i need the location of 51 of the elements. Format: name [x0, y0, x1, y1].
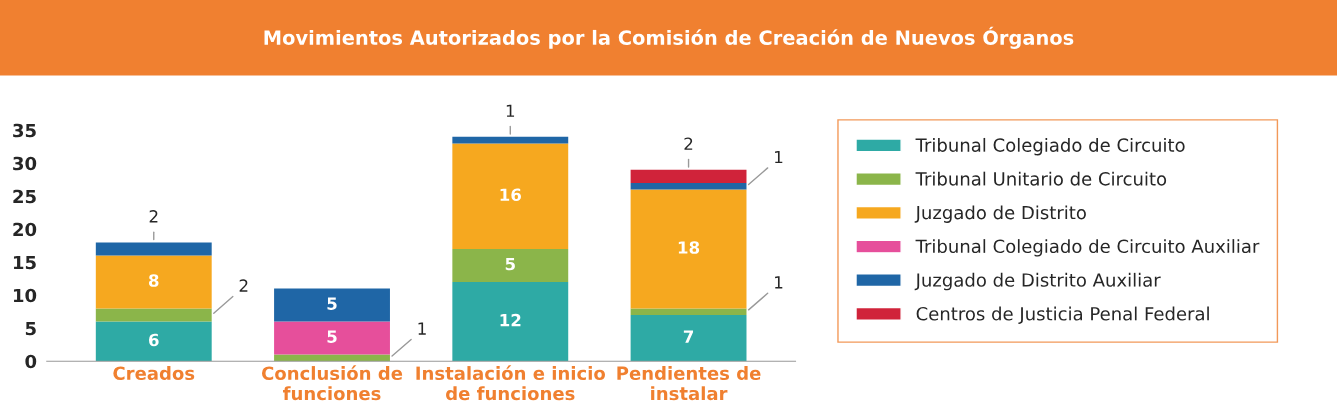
data-label: 2 [149, 210, 158, 223]
data-label: 8 [148, 274, 159, 287]
y-tick-label: 15 [13, 255, 36, 270]
x-tick-label: Pendientes de instalar [617, 366, 761, 401]
y-tick-label: 25 [13, 189, 36, 204]
data-label: 5 [327, 297, 337, 310]
data-label: 2 [684, 137, 693, 150]
bar [95, 321, 212, 362]
y-tick-label: 20 [13, 222, 37, 237]
data-label: 1 [418, 322, 426, 335]
bar [95, 242, 212, 256]
bar [630, 183, 747, 190]
bar [630, 189, 747, 309]
bar [95, 308, 212, 322]
data-label: 18 [678, 241, 700, 254]
data-label: 1 [775, 276, 783, 289]
y-tick-label: 0 [25, 354, 37, 369]
bar [630, 308, 747, 315]
legend-label: Juzgado de Distrito Auxiliar [914, 272, 1161, 291]
bar [452, 143, 569, 249]
y-tick-label: 30 [13, 156, 37, 171]
legend-label: Tribunal Unitario de Circuito [915, 171, 1167, 186]
x-tick-label: Conclusión de funciones [261, 365, 403, 401]
legend-label: Tribunal Colegiado de Circuito [915, 137, 1185, 156]
legend-label: Juzgado de Distrito [914, 205, 1086, 223]
legend-label: Tribunal Colegiado de Circuito Auxiliar [915, 239, 1260, 257]
bar [452, 249, 569, 282]
y-tick-label: 35 [13, 123, 36, 138]
chart-title: Movimientos Autorizados por la Comisión de Creación de Nuevos Órganos [264, 26, 1074, 49]
bar [630, 315, 747, 362]
data-label: 1 [775, 150, 783, 164]
data-label: 16 [500, 188, 521, 202]
bar [274, 354, 390, 362]
bar [452, 136, 569, 144]
bar [274, 288, 390, 322]
data-label: 7 [683, 330, 694, 343]
data-label: 2 [239, 279, 248, 292]
data-label: 1 [506, 104, 515, 117]
data-label: 5 [505, 257, 515, 271]
bar [452, 282, 569, 362]
legend-label: Centros de Justicia Penal Federal [916, 306, 1209, 324]
y-tick-label: 5 [25, 321, 36, 336]
data-label: 6 [148, 333, 159, 347]
data-label: 12 [500, 313, 521, 327]
bar [95, 255, 212, 309]
y-tick-label: 10 [13, 288, 37, 303]
data-label: 5 [327, 330, 337, 343]
x-tick-label: Instalación e inicio de funciones [416, 365, 606, 401]
x-tick-label: Creados [113, 366, 195, 381]
bar [274, 321, 390, 355]
bar [630, 169, 747, 183]
